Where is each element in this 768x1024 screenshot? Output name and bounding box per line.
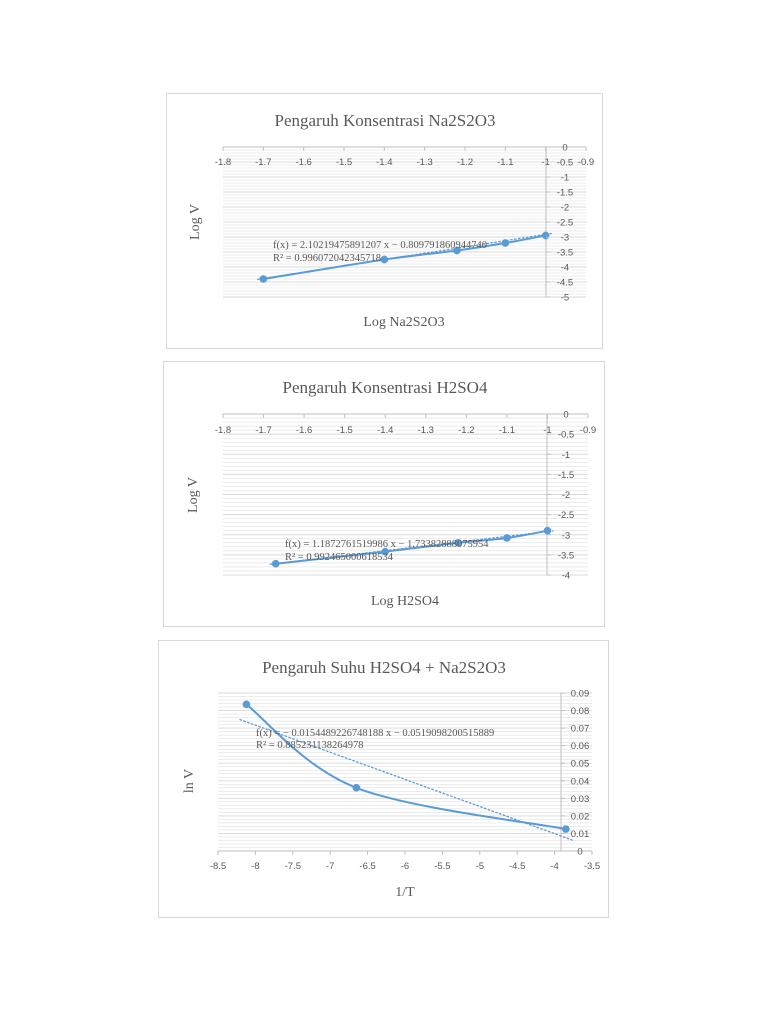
- chart-2-data-point: [454, 538, 463, 547]
- chart-2-y-tick-label: -3.5: [558, 550, 574, 561]
- chart-2-plot: Pengaruh Konsentrasi H2SO4 Log V Log H2S…: [186, 378, 596, 609]
- chart-3-equation: f(x) = − 0.0154489226748188 x − 0.051909…: [256, 728, 494, 739]
- chart-2-data-point: [381, 547, 390, 556]
- chart-2-y-tick-label: -0.5: [558, 430, 574, 441]
- chart-2-y-tick-label: -1: [562, 450, 570, 461]
- chart-card-h2so4: Pengaruh Konsentrasi H2SO4 Log V Log H2S…: [163, 361, 605, 627]
- chart-3-x-tick-label: -6.5: [359, 861, 375, 872]
- chart-1-x-tick-label: -1.5: [336, 157, 352, 168]
- chart-3-x-tick-label: -6: [401, 861, 409, 872]
- chart-3-x-tick-label: -8.5: [210, 861, 226, 872]
- chart-1-y-tick-label: -1: [561, 173, 569, 184]
- chart-1-data-point: [380, 255, 389, 264]
- chart-3-trendline: [239, 718, 573, 841]
- chart-2-y-tick-label: 0: [563, 410, 568, 421]
- chart-1-x-tick-label: -1.8: [215, 157, 231, 168]
- chart-1-y-tick-label: -3: [561, 233, 569, 244]
- chart-2-y-tick-label: -2.5: [558, 510, 574, 521]
- chart-1-x-tick-label: -1: [541, 157, 549, 168]
- chart-3-x-tick-label: -3.5: [584, 861, 600, 872]
- chart-3-title: Pengaruh Suhu H2SO4 + Na2S2O3: [262, 658, 506, 677]
- chart-2-x-tick-label: -0.9: [580, 425, 596, 436]
- chart-1-y-tick-label: -1.5: [557, 188, 573, 199]
- chart-2-data-point: [543, 526, 552, 535]
- chart-2-x-tick-label: -1.1: [499, 425, 515, 436]
- chart-3-r-squared: R² = 0.885231138264978: [256, 740, 364, 751]
- chart-2-ylabel: Log V: [186, 477, 201, 513]
- chart-1-y-tick-label: -3.5: [557, 248, 573, 259]
- chart-3-data-point: [242, 700, 251, 709]
- chart-2-x-tick-label: -1.6: [296, 425, 312, 436]
- chart-3-y-tick-label: 0.05: [571, 759, 590, 770]
- chart-3-x-tick-label: -7: [326, 861, 334, 872]
- chart-2-x-tick-label: -1.5: [336, 425, 352, 436]
- chart-2-y-tick-label: -1.5: [558, 470, 574, 481]
- chart-3-y-tick-label: 0.03: [571, 794, 590, 805]
- chart-2-series-line: [275, 529, 548, 565]
- chart-1-r-squared: R² = 0.996072042345718: [273, 253, 381, 264]
- chart-1-y-tick-label: -4.5: [557, 278, 573, 289]
- chart-1-y-tick-label: -5: [561, 293, 569, 304]
- chart-3-data-point: [352, 783, 361, 792]
- chart-1-y-tick-label: -2: [561, 203, 569, 214]
- chart-2-x-tick-label: -1.8: [215, 425, 231, 436]
- chart-2-equation: f(x) = 1.1872761519986 x − 1.73382888075…: [285, 539, 489, 550]
- chart-1-x-tick-label: -1.6: [295, 157, 311, 168]
- chart-2-x-tick-label: -1.3: [418, 425, 434, 436]
- chart-2-xlabel: Log H2SO4: [371, 594, 439, 609]
- chart-1-x-tick-label: -1.7: [255, 157, 271, 168]
- chart-1-ylabel: Log V: [188, 204, 203, 240]
- chart-3-y-tick-label: 0: [577, 847, 582, 858]
- chart-2-title: Pengaruh Konsentrasi H2SO4: [283, 378, 488, 397]
- chart-2-x-tick-label: -1.2: [458, 425, 474, 436]
- chart-1-xlabel: Log Na2S2O3: [363, 315, 444, 330]
- chart-card-suhu: Pengaruh Suhu H2SO4 + Na2S2O3 ln V 1/T -…: [158, 640, 609, 918]
- chart-1-x-tick-label: -1.1: [497, 157, 513, 168]
- chart-3-y-tick-label: 0.08: [571, 706, 590, 717]
- chart-1-data-point: [501, 239, 510, 247]
- chart-3-x-tick-label: -5.5: [434, 861, 450, 872]
- chart-3-y-tick-label: 0.09: [571, 689, 590, 700]
- chart-1-x-tick-label: -1.2: [457, 157, 473, 168]
- chart-3-x-tick-label: -4: [550, 861, 558, 872]
- chart-1-plot: Pengaruh Konsentrasi Na2S2O3 Log V Log N…: [188, 111, 594, 330]
- chart-2-r-squared: R² = 0.992465000618534: [285, 552, 394, 563]
- chart-3-y-tick-label: 0.07: [571, 724, 590, 735]
- chart-3-x-tick-label: -4.5: [509, 861, 525, 872]
- chart-3-x-tick-label: -5: [476, 861, 484, 872]
- chart-3-y-tick-label: 0.01: [571, 829, 590, 840]
- chart-1-title: Pengaruh Konsentrasi Na2S2O3: [275, 111, 496, 130]
- chart-1-y-tick-label: -0.5: [557, 158, 573, 169]
- chart-1-y-tick-label: -2.5: [557, 218, 573, 229]
- chart-3-x-tick-label: -7.5: [285, 861, 301, 872]
- chart-1-series-line: [263, 234, 546, 280]
- chart-3-x-tick-label: -8: [251, 861, 259, 872]
- chart-2-data-point: [503, 534, 511, 542]
- chart-3-xlabel: 1/T: [395, 885, 415, 900]
- chart-1-x-tick-label: -1.4: [376, 157, 392, 168]
- chart-3-data-point: [561, 825, 570, 833]
- chart-2-y-tick-label: -2: [562, 490, 570, 501]
- chart-3-y-tick-label: 0.04: [571, 776, 590, 787]
- chart-1-x-tick-label: -0.9: [578, 157, 594, 168]
- chart-2-x-tick-label: -1.7: [255, 425, 271, 436]
- chart-2-x-tick-label: -1: [543, 425, 551, 436]
- chart-2-y-tick-label: -3: [562, 530, 570, 541]
- chart-2-y-tick-label: -4: [562, 571, 570, 582]
- chart-2-data-point: [271, 559, 280, 568]
- chart-3-y-tick-label: 0.06: [571, 741, 590, 752]
- chart-card-na2s2o3: Pengaruh Konsentrasi Na2S2O3 Log V Log N…: [166, 93, 603, 349]
- chart-1-data-point: [453, 246, 461, 255]
- chart-1-data-point: [259, 275, 268, 283]
- chart-3-series-line: [245, 703, 567, 831]
- chart-3-ylabel: ln V: [182, 769, 197, 793]
- chart-2-x-tick-label: -1.4: [377, 425, 393, 436]
- chart-1-y-tick-label: -4: [561, 263, 569, 274]
- chart-3-plot: Pengaruh Suhu H2SO4 + Na2S2O3 ln V 1/T -…: [182, 658, 600, 900]
- chart-1-y-tick-label: 0: [562, 143, 567, 154]
- chart-1-equation: f(x) = 2.10219475891207 x − 0.8097918609…: [273, 240, 487, 251]
- chart-1-x-tick-label: -1.3: [416, 157, 432, 168]
- chart-1-data-point: [541, 231, 550, 240]
- chart-3-y-tick-label: 0.02: [571, 811, 590, 822]
